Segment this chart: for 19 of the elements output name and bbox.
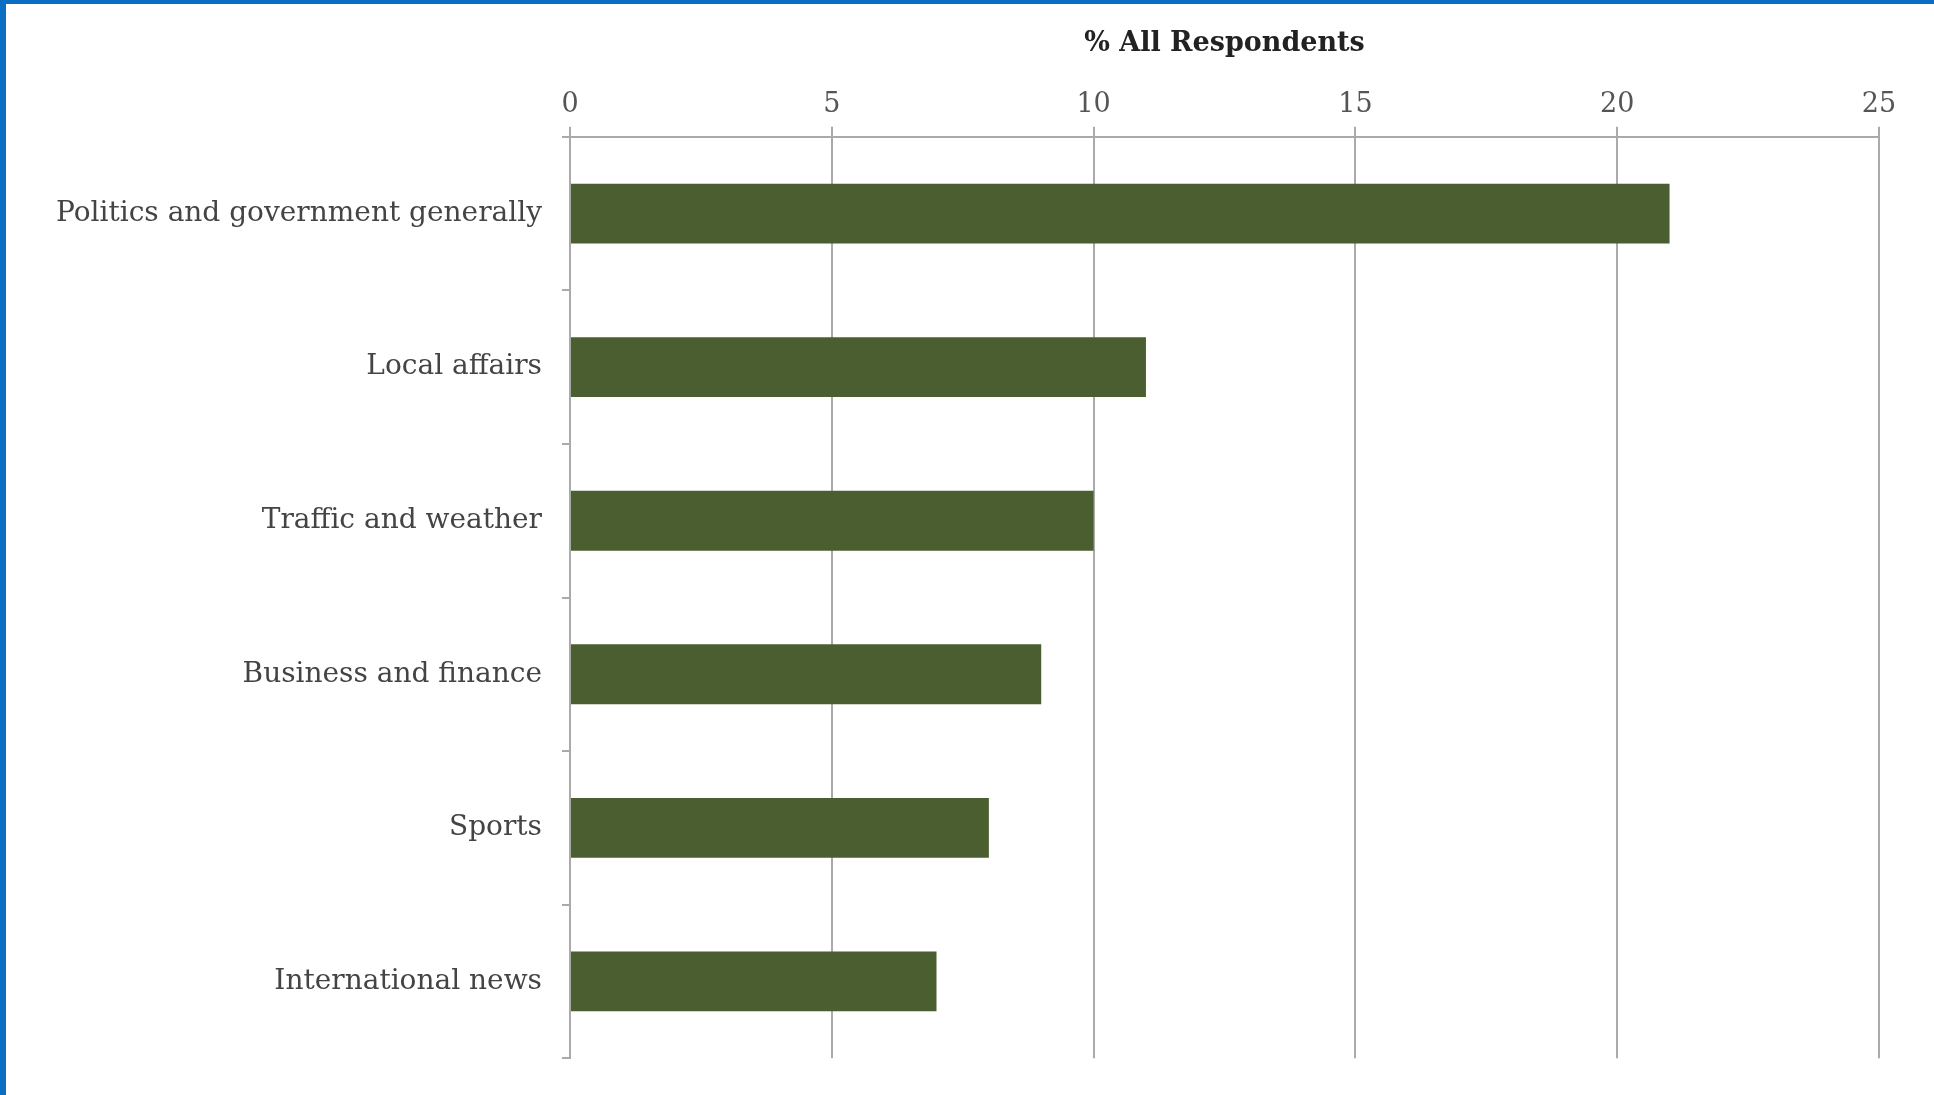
x-axis-title: % All Respondents [1084, 26, 1365, 58]
y-tick-label: Sports [449, 809, 542, 843]
x-tick-label: 10 [1076, 86, 1111, 118]
bar [570, 644, 1042, 705]
bar [570, 490, 1094, 551]
x-tick-label: 15 [1338, 86, 1373, 118]
x-tick-label: 5 [823, 86, 841, 118]
bar [570, 183, 1670, 244]
x-tick-label: 25 [1861, 86, 1897, 118]
x-tick-label: 0 [561, 86, 579, 118]
y-tick-label: Local affairs [366, 348, 542, 382]
y-tick-label: Traffic and weather [261, 502, 543, 535]
bar [570, 797, 989, 858]
y-tick-label: International news [274, 962, 542, 996]
bar [570, 337, 1146, 398]
x-tick-label: 20 [1600, 86, 1635, 118]
y-tick-label: Politics and government generally [56, 194, 543, 228]
y-tick-label: Business and finance [242, 655, 542, 689]
bar [570, 951, 937, 1012]
